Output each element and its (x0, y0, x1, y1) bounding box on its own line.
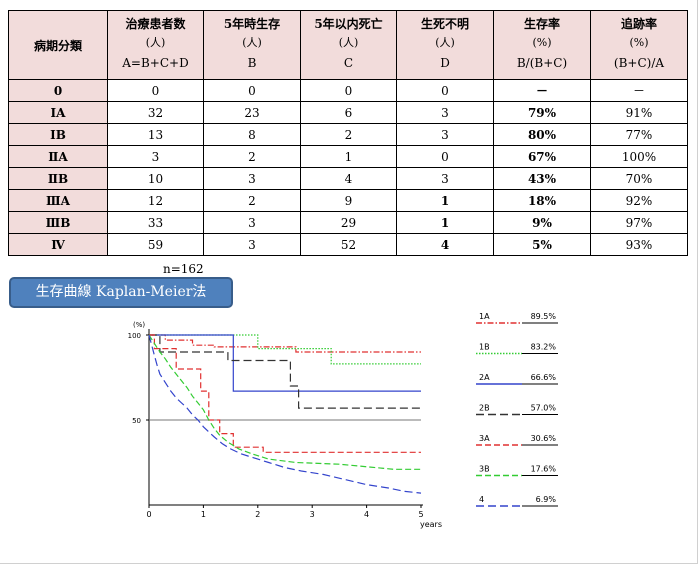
table-cell: 0 (107, 79, 204, 102)
table-cell: 4 (300, 167, 397, 190)
table-cell: 97% (590, 211, 688, 234)
table-cell: 67% (493, 145, 591, 168)
survival-table: 病期分類 治療患者数 (人) A=B+C+D 5年時生存 (人) B 5年以内死亡 (人)… (8, 10, 688, 256)
table-cell: 3 (203, 211, 301, 234)
stage-label: ⅠB (8, 123, 108, 146)
table-row: ⅢA 12 2 9 1 18% 92% (8, 189, 688, 212)
table-cell: 79% (493, 101, 591, 124)
stage-label: Ⅳ (8, 233, 108, 256)
table-cell: 9% (493, 211, 591, 234)
table-cell: 3 (203, 167, 301, 190)
table-cell: 13 (107, 123, 204, 146)
table-row: ⅡB 10 3 4 3 43% 70% (8, 167, 688, 190)
table-cell: 18% (493, 189, 591, 212)
table-cell: 2 (203, 145, 301, 168)
header-col-1: 5年時生存 (人) B (203, 10, 301, 80)
table-row: ⅠB 13 8 2 3 80% 77% (8, 123, 688, 146)
table-cell: 0 (396, 145, 494, 168)
table-cell: 0 (203, 79, 301, 102)
kaplan-meier-button[interactable]: 生存曲線 Kaplan-Meier法 (9, 277, 233, 308)
header-stage: 病期分類 (8, 10, 108, 80)
table-cell: 70% (590, 167, 688, 190)
table-cell: 0 (300, 79, 397, 102)
table-cell: 12 (107, 189, 204, 212)
header-col-4: 生存率 (%) B/(B+C) (493, 10, 591, 80)
table-cell: － (493, 79, 591, 102)
stage-label: 0 (8, 79, 108, 102)
table-cell: 3 (107, 145, 204, 168)
table-cell: 2 (300, 123, 397, 146)
table-row: ⅠA 32 23 6 3 79% 91% (8, 101, 688, 124)
table-cell: 9 (300, 189, 397, 212)
table-cell: 3 (396, 101, 494, 124)
header-col-3: 生死不明 (人) D (396, 10, 494, 80)
table-cell: 3 (396, 123, 494, 146)
table-cell: 4 (396, 233, 494, 256)
table-cell: 93% (590, 233, 688, 256)
table-cell: 92% (590, 189, 688, 212)
header-col-0: 治療患者数 (人) A=B+C+D (107, 10, 204, 80)
table-cell: － (590, 79, 688, 102)
table-cell: 1 (300, 145, 397, 168)
table-cell: 59 (107, 233, 204, 256)
table-cell: 43% (493, 167, 591, 190)
table-cell: 33 (107, 211, 204, 234)
table-cell: 8 (203, 123, 301, 146)
table-row: Ⅳ 59 3 52 4 5% 93% (8, 233, 688, 256)
table-cell: 3 (396, 167, 494, 190)
table-cell: 80% (493, 123, 591, 146)
table-body: 0 0 0 0 0 －－ ⅠA 32 23 6 3 79% 91% ⅠB 13 8 2 3 80% 77% ⅡA 3 2 1 0… (8, 79, 688, 256)
table-cell: 2 (203, 189, 301, 212)
table-cell: 1 (396, 189, 494, 212)
table-cell: 3 (203, 233, 301, 256)
table-cell: 10 (107, 167, 204, 190)
table-row: ⅢB 33 3 29 1 9% 97% (8, 211, 688, 234)
stage-label: ⅢB (8, 211, 108, 234)
table-cell: 91% (590, 101, 688, 124)
stage-label: ⅢA (8, 189, 108, 212)
stage-label: ⅡB (8, 167, 108, 190)
table-cell: 1 (396, 211, 494, 234)
table-cell: 77% (590, 123, 688, 146)
table-cell: 32 (107, 101, 204, 124)
stage-label: ⅠA (8, 101, 108, 124)
table-cell: 29 (300, 211, 397, 234)
header-col-5: 追跡率 (%) (B+C)/A (590, 10, 688, 80)
table-cell: 52 (300, 233, 397, 256)
patient-count-label: n=162 (163, 262, 204, 276)
table-cell: 5% (493, 233, 591, 256)
table-row: ⅡA 3 2 1 0 67% 100% (8, 145, 688, 168)
table-cell: 100% (590, 145, 688, 168)
header-col-2: 5年以内死亡 (人) C (300, 10, 397, 80)
table-row: 0 0 0 0 0 －－ (8, 79, 688, 102)
stage-label: ⅡA (8, 145, 108, 168)
table-cell: 23 (203, 101, 301, 124)
table-cell: 6 (300, 101, 397, 124)
table-cell: 0 (396, 79, 494, 102)
